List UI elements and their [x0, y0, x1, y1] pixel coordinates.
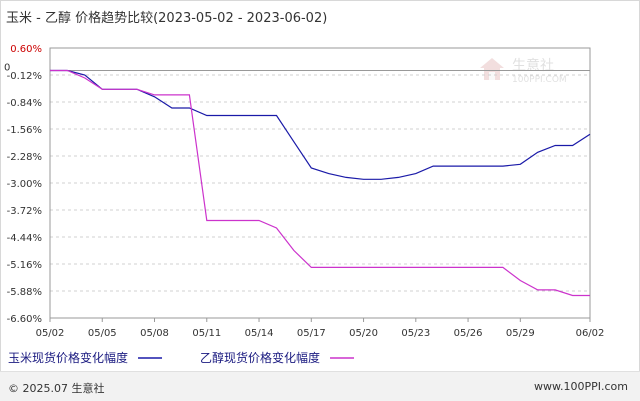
x-tick-label: 05/02: [36, 328, 65, 339]
watermark-house-icon-door: [489, 72, 495, 80]
y-tick-label: -3.00%: [7, 179, 42, 190]
y-axis-ticks: 0.60% -0.12% -0.84% -1.56% -2.28% -3.00% -3.72…: [4, 44, 42, 325]
footer-bar: © 2025.07 生意社 www.100PPI.com: [0, 371, 640, 401]
watermark-url: 100PPI.COM: [512, 75, 567, 85]
y-tick-label: 0.60%: [10, 44, 42, 55]
watermark-name: 生意社: [512, 57, 554, 74]
plot-border: [49, 47, 591, 319]
y-tick-label: -3.72%: [7, 206, 42, 217]
series-line-1: [50, 69, 591, 180]
y-tick-label: -4.44%: [7, 233, 42, 244]
x-tick-label: 05/20: [349, 328, 378, 339]
x-tick-label: 05/29: [506, 328, 535, 339]
grid-lines: [49, 47, 591, 319]
x-tick-label: 05/08: [140, 328, 169, 339]
legend-label: 乙醇现货价格变化幅度: [200, 350, 320, 365]
y-tick-label: -0.84%: [7, 98, 42, 109]
y-zero-label: 0: [4, 63, 10, 74]
y-tick-label: -1.56%: [7, 125, 42, 136]
y-tick-label: -5.88%: [7, 287, 42, 298]
x-axis-ticks: 05/02 05/05 05/08 05/11 05/14 05/17 05/20 05/23…: [36, 318, 605, 339]
x-tick-label: 05/05: [88, 328, 117, 339]
y-tick-label: -5.16%: [7, 260, 42, 271]
footer-copyright: © 2025.07 生意社: [8, 382, 105, 395]
chart-title: 玉米 - 乙醇 价格趋势比较(2023-05-02 - 2023-06-02): [6, 11, 328, 26]
x-tick-label: 05/23: [401, 328, 430, 339]
y-tick-label: -6.60%: [7, 314, 42, 325]
x-tick-label: 05/11: [192, 328, 221, 339]
watermark-house-icon: [480, 58, 504, 80]
y-tick-label: -0.12%: [7, 71, 42, 82]
chart-svg: 生意社 100PPI.COM 0.60% -0.12% -0.84% -1.56% -2…: [4, 44, 605, 365]
legend: 玉米现货价格变化幅度 乙醇现货价格变化幅度: [8, 350, 355, 365]
x-tick-label: 05/17: [297, 328, 326, 339]
series-lines: [50, 69, 591, 297]
x-tick-label: 06/02: [576, 328, 605, 339]
x-tick-label: 05/14: [245, 328, 274, 339]
legend-label: 玉米现货价格变化幅度: [8, 350, 128, 365]
y-tick-label: -2.28%: [7, 152, 42, 163]
x-tick-label: 05/26: [454, 328, 483, 339]
series-line-2: [50, 69, 590, 297]
footer-site-link[interactable]: www.100PPI.com: [534, 380, 628, 393]
watermark-logo: 生意社 100PPI.COM: [480, 57, 567, 85]
